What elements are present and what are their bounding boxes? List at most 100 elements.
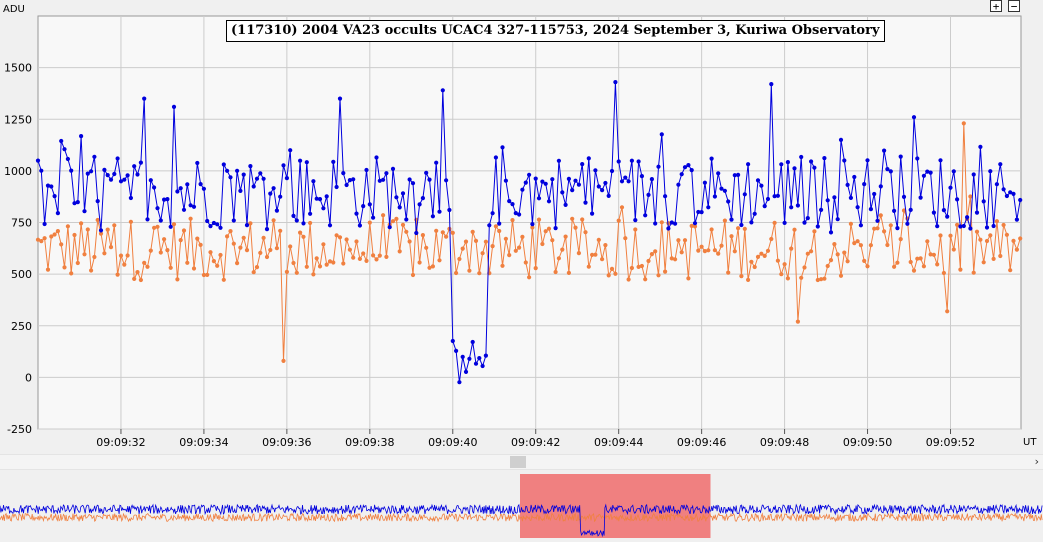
data-point: [72, 201, 77, 206]
data-point: [676, 238, 681, 243]
data-point: [52, 232, 57, 237]
data-point: [653, 221, 658, 226]
data-point: [304, 264, 309, 269]
data-point: [284, 269, 289, 274]
data-point: [92, 154, 97, 159]
data-point: [789, 246, 794, 251]
data-point: [347, 247, 352, 252]
data-point: [546, 199, 552, 204]
data-point: [321, 206, 326, 211]
data-point: [948, 185, 953, 190]
data-point: [125, 253, 130, 258]
data-point: [480, 251, 485, 256]
data-point: [815, 277, 820, 283]
data-point: [915, 256, 920, 261]
data-point: [653, 249, 658, 254]
data-point: [264, 227, 270, 232]
series-points: [35, 80, 1023, 385]
data-point: [580, 217, 585, 222]
data-point: [590, 211, 595, 216]
data-point: [268, 247, 273, 253]
data-point: [762, 253, 767, 258]
data-point: [507, 199, 512, 204]
data-point: [1014, 217, 1020, 222]
data-point: [646, 192, 651, 197]
data-point: [699, 210, 704, 215]
scrollbar-thumb[interactable]: [510, 456, 526, 468]
data-point: [321, 242, 326, 247]
data-point: [613, 271, 618, 276]
data-point: [460, 246, 465, 251]
data-point: [132, 164, 137, 169]
data-point: [294, 270, 299, 275]
data-point: [530, 225, 535, 230]
data-point: [968, 194, 973, 199]
zoom-in-button[interactable]: +: [990, 0, 1002, 12]
data-point: [400, 191, 406, 196]
data-point: [682, 165, 688, 170]
data-point: [447, 207, 452, 213]
data-point: [155, 224, 160, 229]
data-point: [337, 235, 343, 240]
data-point: [45, 183, 51, 188]
data-point: [988, 233, 993, 238]
zoom-out-button[interactable]: −: [1008, 0, 1020, 12]
data-point: [716, 251, 721, 256]
data-point: [165, 248, 170, 253]
navigator-overview[interactable]: [0, 470, 1043, 542]
data-point: [706, 248, 711, 253]
data-point: [719, 243, 724, 248]
data-point: [42, 236, 47, 241]
data-point: [560, 190, 565, 195]
data-point: [324, 262, 329, 267]
data-point: [915, 156, 920, 161]
data-point: [785, 276, 791, 281]
data-point: [238, 245, 243, 250]
data-point: [981, 260, 986, 265]
data-point: [59, 138, 64, 144]
data-point: [792, 166, 797, 171]
data-point: [573, 178, 578, 183]
data-point: [128, 219, 133, 224]
data-point: [231, 218, 236, 223]
data-point: [888, 169, 893, 174]
data-point: [736, 226, 741, 231]
data-point: [984, 238, 990, 244]
chevron-right-icon[interactable]: ›: [1034, 455, 1039, 468]
data-point: [407, 239, 412, 244]
data-point: [742, 226, 747, 231]
data-point: [98, 231, 104, 236]
data-point: [258, 171, 263, 176]
data-point: [825, 263, 830, 269]
data-point: [148, 178, 153, 183]
data-point: [951, 247, 956, 252]
data-point: [248, 164, 253, 169]
data-point: [357, 223, 362, 228]
data-point: [1018, 236, 1023, 241]
data-point: [928, 170, 933, 175]
data-point: [397, 249, 402, 254]
data-point: [663, 269, 668, 274]
data-point: [858, 223, 864, 228]
data-point: [961, 121, 966, 126]
data-point: [895, 260, 900, 265]
data-point: [118, 179, 124, 184]
data-point: [619, 205, 625, 210]
data-point: [201, 186, 206, 191]
data-point: [921, 264, 927, 269]
data-point: [39, 168, 44, 173]
horizontal-scrollbar[interactable]: ›: [0, 454, 1043, 470]
data-point: [281, 358, 286, 363]
x-tick-label: 09:09:40: [428, 436, 477, 449]
data-point: [809, 159, 814, 164]
data-point: [473, 361, 479, 366]
data-point: [600, 188, 605, 193]
data-point: [314, 256, 319, 261]
data-point: [138, 160, 143, 165]
data-point: [483, 239, 488, 244]
data-point: [404, 229, 409, 234]
plus-icon: +: [992, 0, 1000, 13]
data-point: [905, 221, 910, 226]
navigator-selection-window[interactable]: [520, 474, 711, 538]
